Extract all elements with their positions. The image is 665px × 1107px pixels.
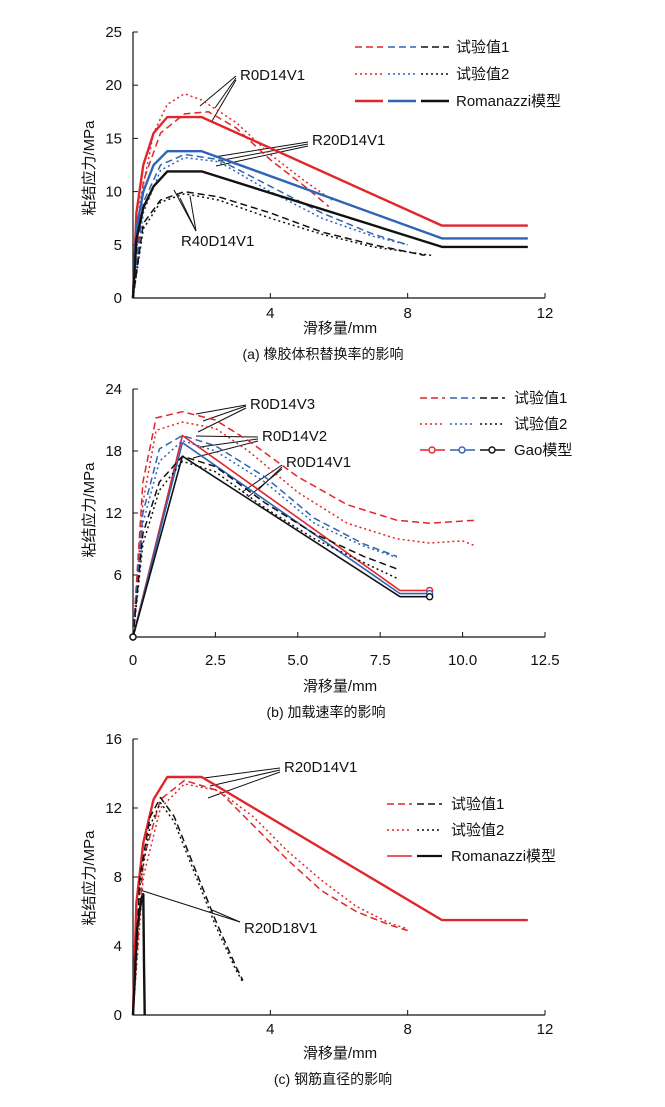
- x-tick-label: 10.0: [448, 652, 477, 669]
- x-tick-label: 12: [537, 305, 554, 322]
- panel-a-legend-test1: 试验值1: [456, 39, 509, 56]
- panel-c-legend: 试验值1 试验值2 Romanazzi模型: [387, 796, 556, 865]
- series-r20d14v1-model-line: [131, 775, 528, 1016]
- panel-b-xlabel: 滑移量/mm: [303, 678, 377, 695]
- panel-c-ylabel: 粘结应力/MPa: [80, 830, 98, 926]
- y-tick-label: 20: [105, 77, 122, 94]
- y-tick-label: 25: [105, 24, 122, 41]
- panel-c: 粘结应力/MPa 滑移量/mm (c) 钢筋直径的影响 试验值1 试验值2 Ro…: [80, 759, 556, 1087]
- x-tick-label: 4: [266, 305, 274, 322]
- y-tick-label: 8: [114, 869, 122, 886]
- y-tick-label: 18: [105, 443, 122, 460]
- y-tick-label: 10: [105, 184, 122, 201]
- y-tick-label: 16: [105, 731, 122, 748]
- model-marker: [425, 593, 434, 601]
- x-tick-label: 7.5: [370, 652, 391, 669]
- series-r20d14v1-model-line: [131, 149, 528, 299]
- panel-a-legend-test2: 试验值2: [456, 66, 509, 83]
- panel-b-legend-model: Gao模型: [514, 442, 572, 459]
- y-tick-label: 15: [105, 130, 122, 147]
- series-r0d14v1-test2-line: [132, 460, 398, 638]
- panel-b-annotation-r0d14v1: R0D14V1: [286, 454, 351, 471]
- series-r20d14v1-test1-line: [132, 779, 408, 1016]
- x-tick-label: 5.0: [287, 652, 308, 669]
- series-r40d14v1-test2-line: [132, 192, 432, 299]
- panel-c-legend-test1: 试验值1: [451, 796, 504, 813]
- panel-b-legend-test1: 试验值1: [514, 390, 567, 407]
- x-tick-label: 12: [537, 1021, 554, 1038]
- panel-c-annotation-r20d14v1: R20D14V1: [284, 759, 357, 776]
- x-tick-label: 8: [403, 1021, 411, 1038]
- y-tick-label: 12: [105, 800, 122, 817]
- series-r20d14v1-test2-line: [132, 783, 408, 1016]
- series-r0d14v1-model-line: [132, 455, 430, 638]
- panel-a-caption: (a) 橡胶体积替换率的影响: [243, 346, 404, 362]
- panel-c-annotation-r20d18v1: R20D18V1: [244, 920, 317, 937]
- panel-b-annotation-r0d14v2: R0D14V2: [262, 428, 327, 445]
- x-tick-label: 12.5: [530, 652, 559, 669]
- series-r20d14v1-test1-line: [132, 153, 408, 299]
- panel-c-legend-test2: 试验值2: [451, 822, 504, 839]
- panel-b-legend: 试验值1 试验值2 Gao模型: [420, 390, 572, 459]
- y-tick-label: 0: [114, 1007, 122, 1024]
- series-r20d18v1-test2-line: [132, 802, 244, 1016]
- x-tick-label: 0: [129, 652, 137, 669]
- series-r20d18v1-test1-line: [132, 796, 244, 1016]
- series-r0d14v2-test2-line: [132, 439, 397, 638]
- series-r0d14v1-test1-line: [132, 111, 330, 299]
- series-r40d14v1-test1-line: [132, 190, 425, 299]
- series-r0d14v2-test1-line: [132, 434, 397, 638]
- panel-b-ylabel: 粘结应力/MPa: [80, 462, 98, 558]
- y-tick-label: 12: [105, 505, 122, 522]
- panel-b-plot: 0 2.5 5.0 7.5 10.0 12.5 6 12 18 24: [105, 381, 559, 669]
- panel-c-xlabel: 滑移量/mm: [303, 1045, 377, 1062]
- panel-c-plot: 4 8 12 0 4 8 12 16: [105, 731, 553, 1038]
- series-r0d14v2-model-line: [132, 441, 430, 638]
- series-r20d14v1-test2-line: [132, 156, 408, 299]
- panel-a-plot: 4 8 12 0 5 10 15 20 25: [105, 24, 553, 322]
- panel-b-axes: [132, 389, 545, 638]
- x-tick-label: 8: [403, 305, 411, 322]
- panel-a: 粘结应力/MPa 滑移量/mm (a) 橡胶体积替换率的影响 试验值1 试验值2…: [80, 39, 561, 362]
- series-r20d18v1-model-line: [131, 893, 146, 1016]
- x-tick-label: 2.5: [205, 652, 226, 669]
- series-r0d14v3-test1-line: [132, 410, 476, 638]
- panel-b: 粘结应力/MPa 滑移量/mm (b) 加载速率的影响 试验值1 试验值2 Ga…: [80, 390, 572, 720]
- series-r0d14v1-model-line: [131, 115, 528, 299]
- panel-a-annotation-r40d14v1: R40D14V1: [181, 233, 254, 250]
- panel-a-annotation-r0d14v1: R0D14V1: [240, 67, 305, 84]
- panel-a-legend: 试验值1 试验值2 Romanazzi模型: [355, 39, 561, 110]
- x-tick-label: 4: [266, 1021, 274, 1038]
- model-marker: [129, 633, 137, 641]
- panel-c-axes: [132, 739, 545, 1016]
- panel-a-ylabel: 粘结应力/MPa: [80, 120, 98, 216]
- panel-a-annotation-r20d14v1: R20D14V1: [312, 132, 385, 149]
- panel-c-caption: (c) 钢筋直径的影响: [274, 1071, 392, 1087]
- panel-a-legend-model: Romanazzi模型: [456, 93, 561, 110]
- y-tick-label: 0: [114, 290, 122, 307]
- series-r0d14v1-test1-line: [132, 455, 397, 638]
- panel-b-caption: (b) 加载速率的影响: [267, 704, 386, 720]
- series-r40d14v1-model-line: [131, 170, 528, 299]
- y-tick-label: 5: [114, 237, 122, 254]
- series-r0d14v3-test2-line: [132, 421, 477, 638]
- series-r0d14v1-test2-line: [132, 92, 333, 299]
- panel-c-legend-model: Romanazzi模型: [451, 848, 556, 865]
- panel-b-legend-test2: 试验值2: [514, 416, 567, 433]
- y-tick-label: 24: [105, 381, 122, 398]
- y-tick-label: 4: [114, 938, 122, 955]
- panel-b-annotation-r0d14v3: R0D14V3: [250, 396, 315, 413]
- y-tick-label: 6: [114, 567, 122, 584]
- panel-a-xlabel: 滑移量/mm: [303, 320, 377, 337]
- series-r0d14v3-model-line: [132, 434, 430, 638]
